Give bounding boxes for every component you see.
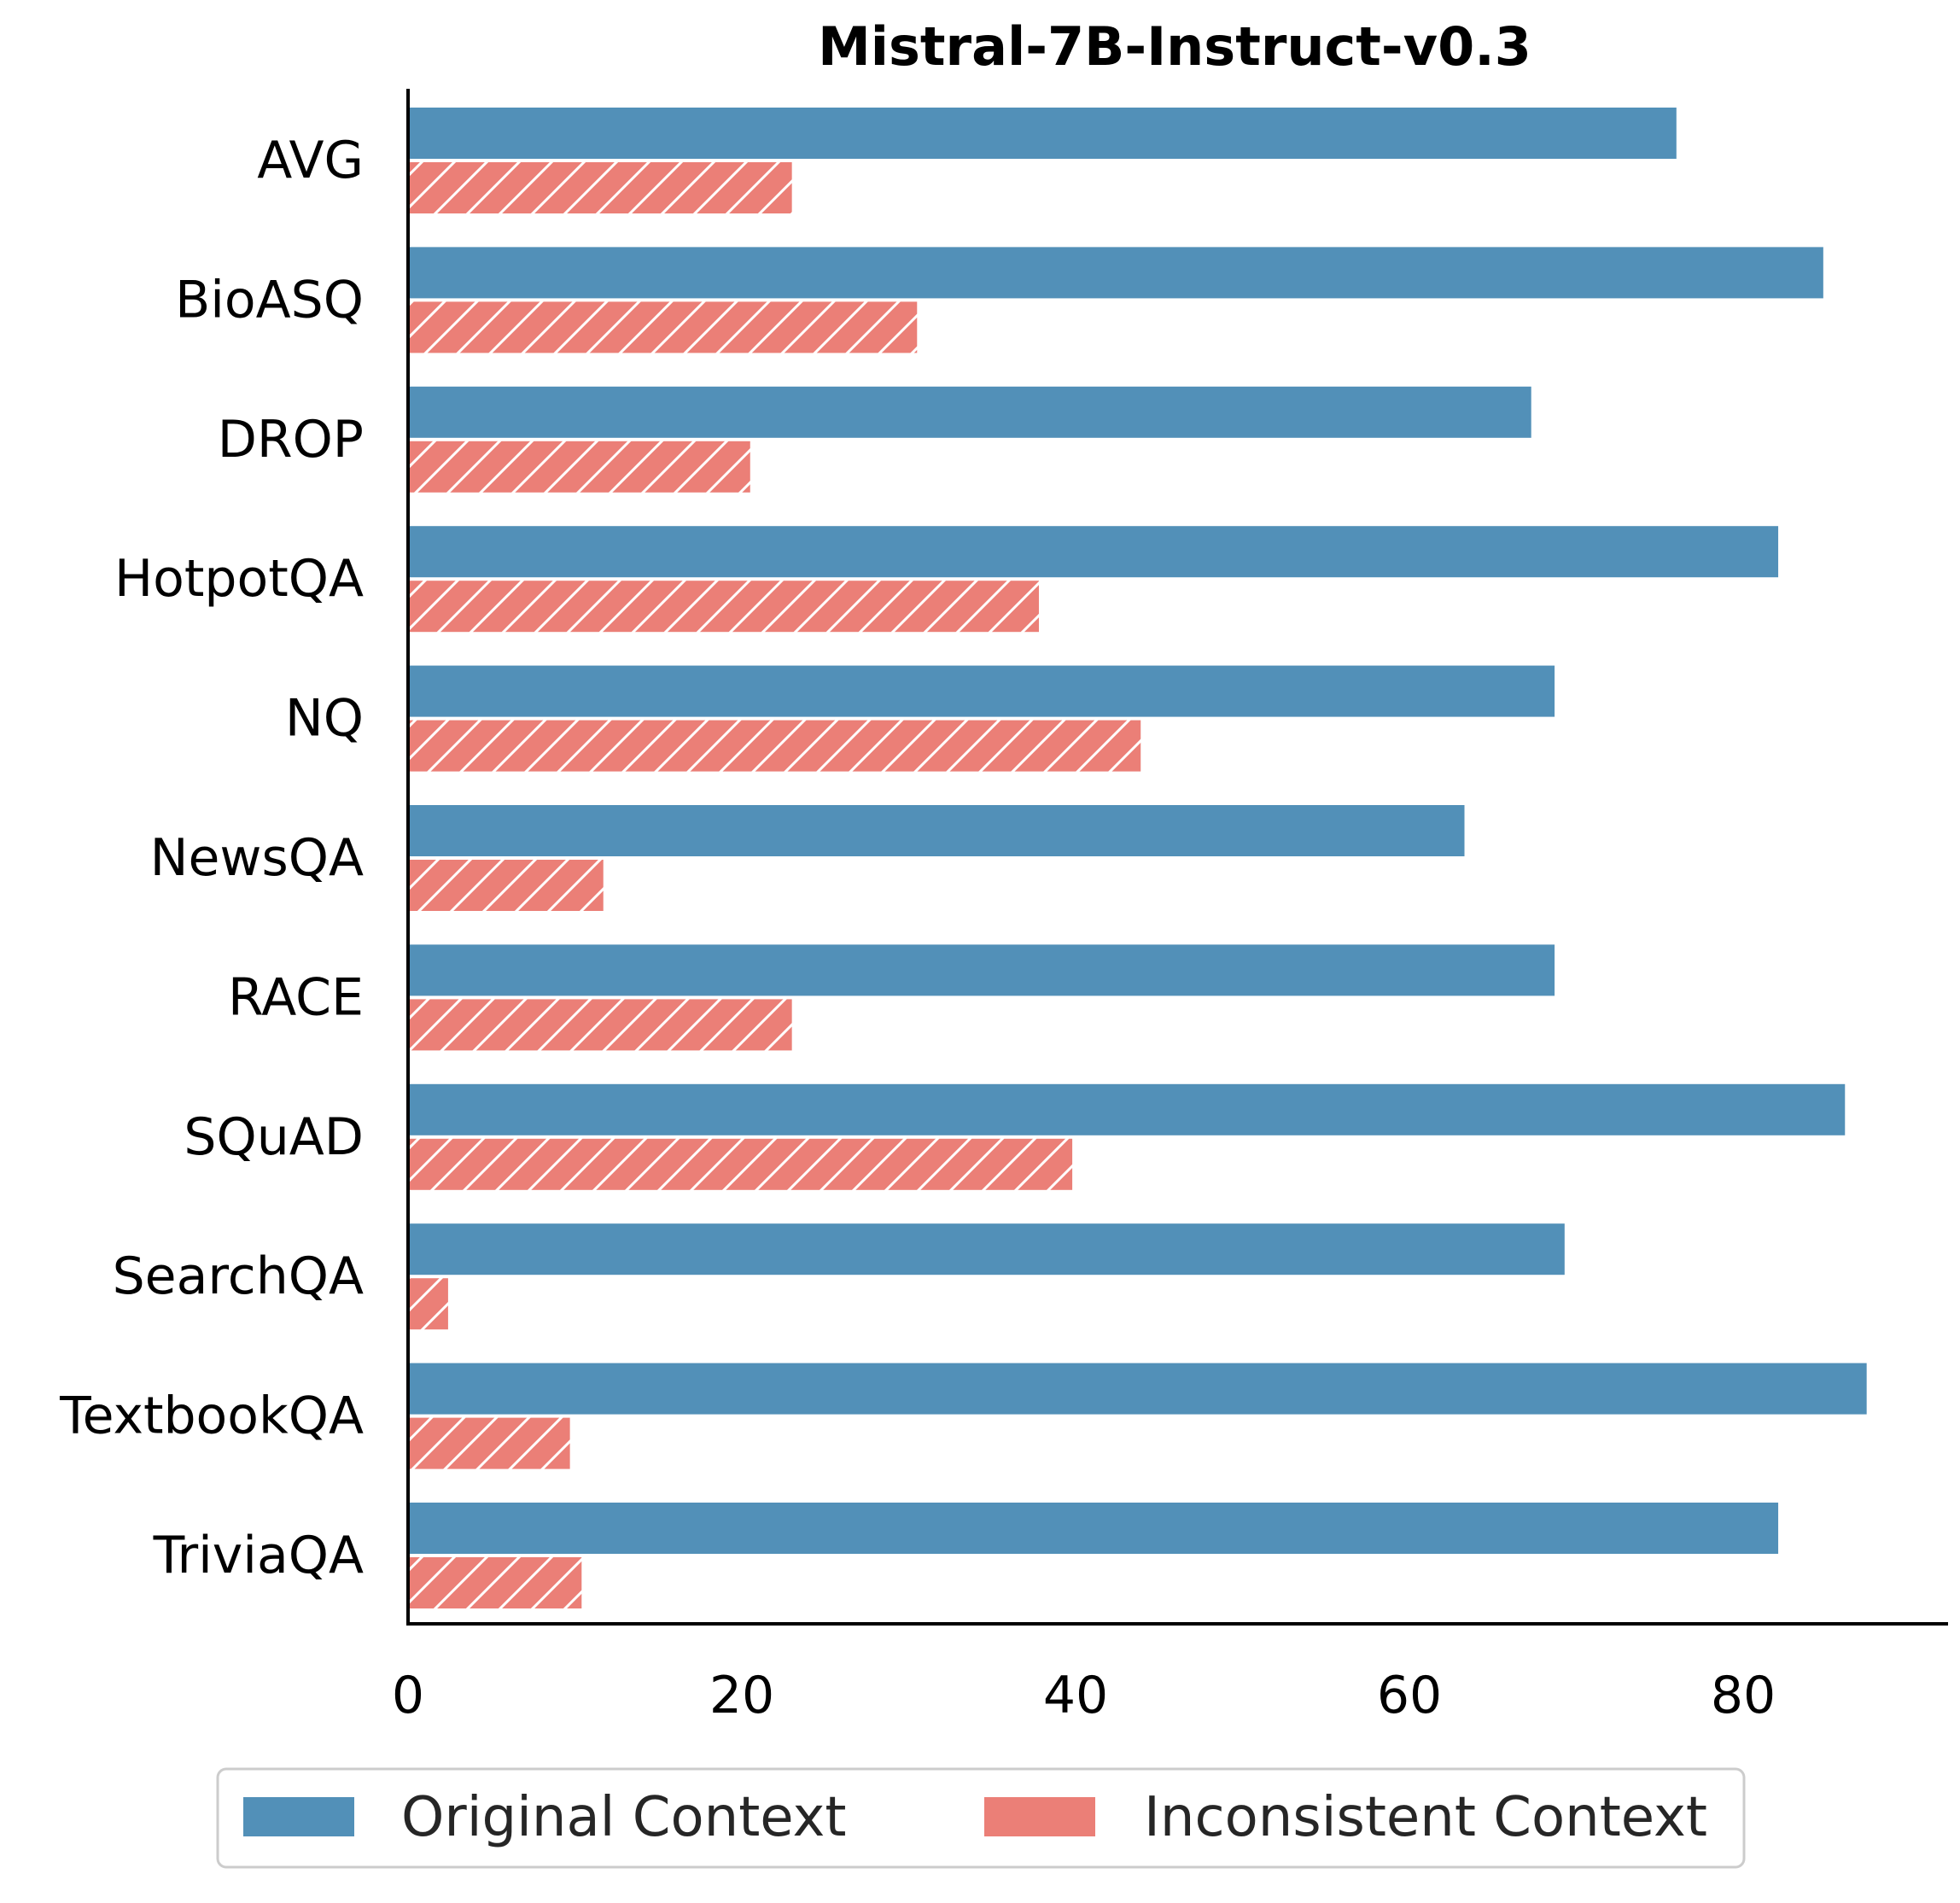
bar-original-hotpotqa <box>408 526 1779 578</box>
bar-inconsistent-squad <box>408 1138 1073 1190</box>
bar-inconsistent-searchqa <box>408 1278 448 1330</box>
bar-inconsistent-newsqa <box>408 860 604 911</box>
x-tick-label: 80 <box>1711 1666 1776 1725</box>
legend-swatch-inconsistent <box>984 1797 1095 1836</box>
bar-inconsistent-bioasq <box>408 301 918 353</box>
legend-frame <box>216 1767 1746 1869</box>
category-label: NQ <box>285 689 364 749</box>
bar-original-newsqa <box>408 805 1465 856</box>
legend-label-inconsistent: Inconsistent Context <box>1144 1786 1707 1849</box>
x-tick-label: 40 <box>1043 1666 1108 1725</box>
category-label: DROP <box>218 410 364 470</box>
bar-inconsistent-drop <box>408 441 750 493</box>
bar-original-drop <box>408 386 1531 438</box>
category-label: NewsQA <box>150 828 364 888</box>
x-tick-label: 60 <box>1377 1666 1442 1725</box>
bar-original-textbookqa <box>408 1363 1867 1415</box>
bar-inconsistent-avg <box>408 162 792 213</box>
bar-original-searchqa <box>408 1223 1565 1275</box>
category-labels: AVG BioASQ DROP HotpotQA NQ NewsQA RACE SQuAD Se… <box>59 131 364 1585</box>
bar-original-bioasq <box>408 247 1823 299</box>
category-label: SQuAD <box>184 1107 364 1167</box>
x-tick-label: 20 <box>709 1666 774 1725</box>
category-label: HotpotQA <box>114 549 364 609</box>
category-label: SearchQA <box>113 1246 364 1306</box>
category-label: TriviaQA <box>153 1526 364 1585</box>
bar-inconsistent-nq <box>408 720 1141 772</box>
chart-title: Mistral-7B-Instruct-v0.3 <box>818 15 1531 78</box>
bar-inconsistent-hotpotqa <box>408 581 1039 633</box>
bar-inconsistent-triviaqa <box>408 1557 582 1608</box>
bar-original-race <box>408 944 1555 996</box>
category-label: AVG <box>257 131 364 190</box>
bar-original-triviaqa <box>408 1503 1779 1554</box>
category-label: BioASQ <box>175 270 364 330</box>
category-label: RACE <box>228 967 364 1027</box>
legend-swatch-original <box>243 1797 354 1836</box>
x-axis-ticks: 0 20 40 60 80 <box>392 1666 1776 1725</box>
bar-inconsistent-textbookqa <box>408 1417 570 1469</box>
axes <box>406 89 1948 1626</box>
bar-inconsistent-race <box>408 999 792 1051</box>
category-label: TextbookQA <box>59 1386 364 1446</box>
bar-original-squad <box>408 1083 1846 1135</box>
bar-original-nq <box>408 665 1555 717</box>
bar-original-avg <box>408 108 1677 159</box>
bars-layer <box>408 108 1867 1608</box>
legend: Original Context Inconsistent Context <box>216 1767 1746 1869</box>
x-tick-label: 0 <box>392 1666 424 1725</box>
legend-label-original: Original Context <box>401 1786 847 1849</box>
